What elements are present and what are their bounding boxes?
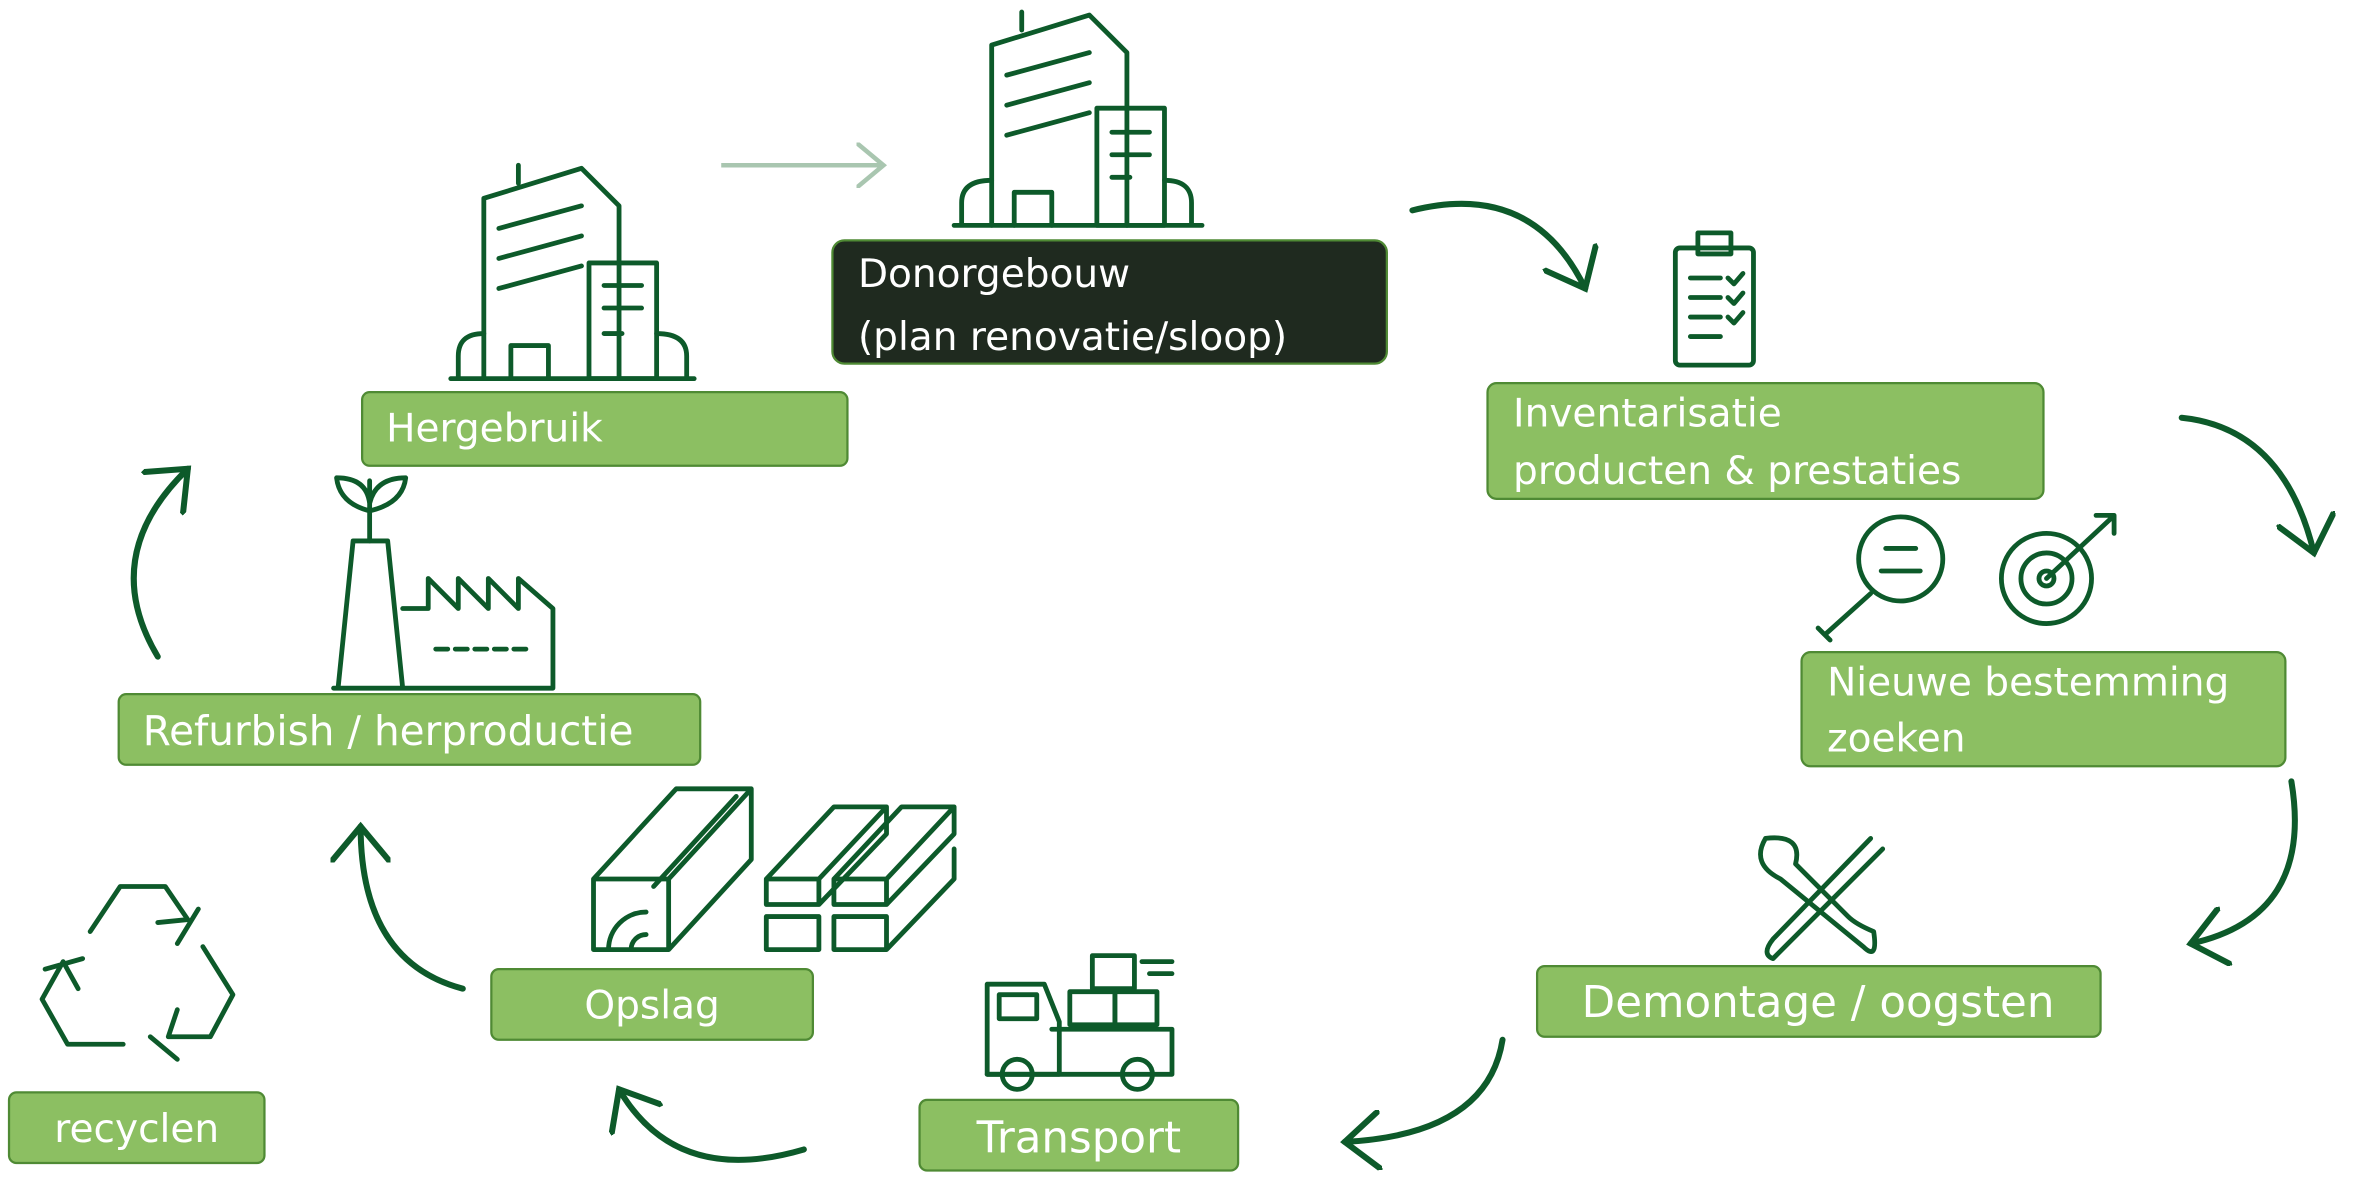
factory-icon <box>334 478 553 688</box>
tools-icon <box>1760 838 1882 959</box>
timber-icon-part <box>834 807 954 905</box>
arrows-part <box>1412 204 1585 289</box>
recycle-icon <box>42 887 233 1060</box>
arrows-part <box>619 1089 804 1160</box>
node-donorgebouw: Donorgebouw (plan renovatie/sloop) <box>832 240 1386 363</box>
truck-icon-part <box>987 1029 1172 1074</box>
node-opslag: Opslag <box>491 969 813 1040</box>
node-label: Inventarisatie <box>1513 392 1782 437</box>
arrows-part <box>361 826 463 988</box>
recycle-icon-part <box>42 959 123 1045</box>
node-label: Refurbish / herproductie <box>143 707 634 755</box>
arrows-part <box>2182 418 2314 553</box>
node-label: Demontage / oogsten <box>1582 978 2055 1028</box>
node-label: Donorgebouw <box>858 252 1130 297</box>
factory-icon-part <box>334 541 553 688</box>
truck-icon-part <box>1070 992 1115 1025</box>
truck-icon-part <box>1142 962 1172 974</box>
node-label: producten & prestaties <box>1513 449 1961 494</box>
node-label: (plan renovatie/sloop) <box>858 315 1287 360</box>
truck-icon-part <box>1115 992 1157 1025</box>
search-target-icon-part <box>1881 548 1920 571</box>
node-inventarisatie: Inventarisatie producten & prestaties <box>1488 383 2044 499</box>
truck-icon <box>987 956 1172 1090</box>
search-target-icon <box>1818 515 2114 640</box>
node-nieuwe-bestemming: Nieuwe bestemming zoeken <box>1802 652 2286 766</box>
truck-icon-part <box>1092 956 1134 989</box>
timber-icon-part <box>766 807 886 905</box>
factory-icon-part <box>337 478 406 541</box>
building-icon-left-part <box>511 346 549 379</box>
tools-icon-part <box>1767 838 1883 958</box>
building-icon-top-part <box>1112 132 1150 177</box>
node-label: zoeken <box>1827 716 1965 761</box>
building-icon-left-part <box>589 263 657 379</box>
node-label: Nieuwe bestemming <box>1827 661 2229 706</box>
clipboard-icon-part <box>1690 278 1720 337</box>
search-target-icon-part <box>2046 515 2114 578</box>
arrows-part <box>2191 781 2295 943</box>
node-transport: Transport <box>920 1100 1239 1171</box>
arrows-part <box>1345 1040 1503 1142</box>
building-icon-left-part <box>499 206 582 289</box>
building-icon-left <box>451 165 694 378</box>
node-label: recyclen <box>54 1107 219 1152</box>
search-target-icon-part <box>1859 517 1943 601</box>
node-hergebruik: Hergebruik <box>362 392 847 466</box>
clipboard-icon-part <box>1728 273 1743 323</box>
clipboard-icon-part <box>1675 248 1753 365</box>
recycle-icon-part <box>150 947 233 1060</box>
building-icon-top <box>954 12 1202 225</box>
recycle-icon-part <box>90 887 198 944</box>
node-label: Hergebruik <box>386 407 603 452</box>
node-label: Transport <box>976 1113 1181 1163</box>
building-icon-top-part <box>1097 108 1165 225</box>
building-icon-top-part <box>1014 192 1052 225</box>
arrows-part <box>134 469 188 657</box>
node-label: Opslag <box>584 984 719 1029</box>
cycle-diagram: Donorgebouw (plan renovatie/sloop) Inven… <box>0 0 2356 1181</box>
clipboard-icon <box>1675 233 1753 365</box>
node-recyclen: recyclen <box>9 1092 264 1163</box>
building-icon-top-part <box>1007 53 1090 136</box>
node-refurbish: Refurbish / herproductie <box>119 694 700 765</box>
timber-icon <box>594 789 955 950</box>
building-icon-left-part <box>604 285 642 333</box>
search-target-icon-part <box>1818 594 1871 641</box>
clipboard-icon-part <box>1698 233 1731 254</box>
node-demontage: Demontage / oogsten <box>1537 966 2100 1037</box>
